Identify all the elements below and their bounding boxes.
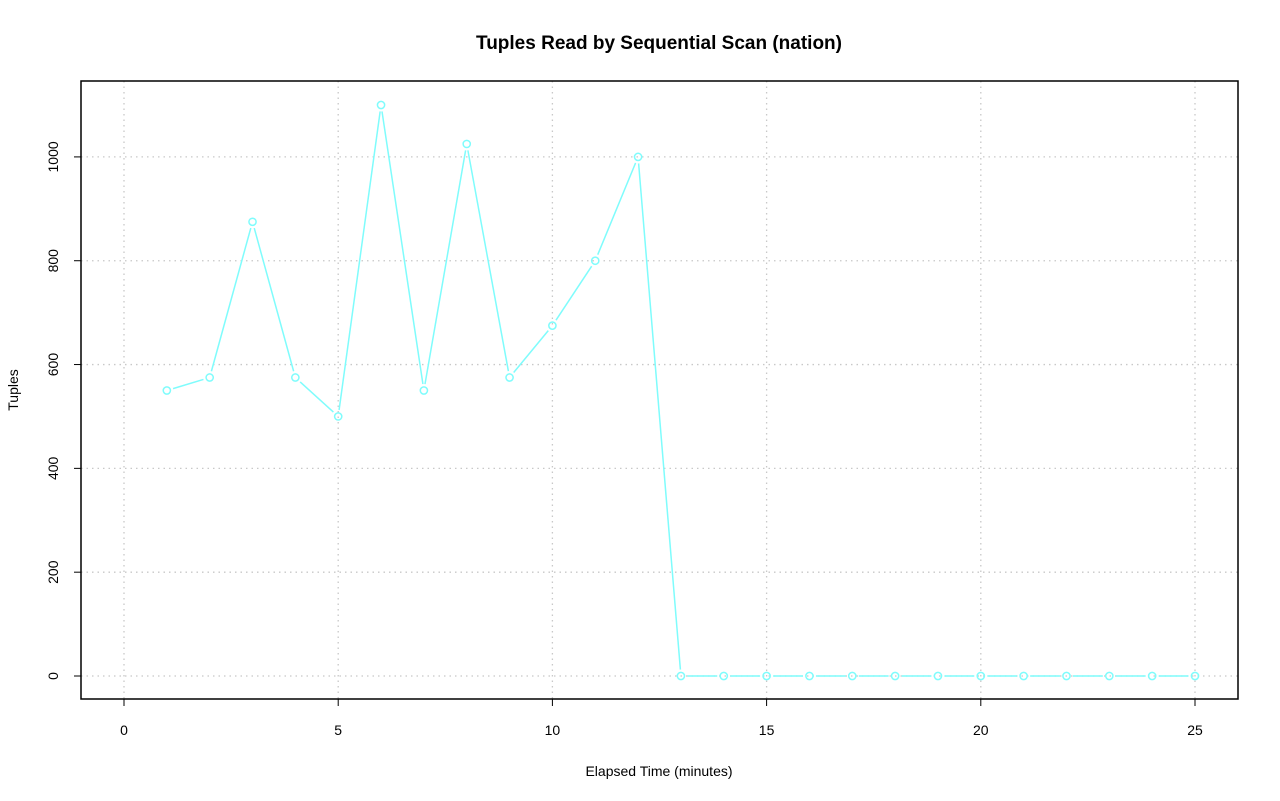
data-point bbox=[419, 386, 429, 395]
data-point bbox=[248, 217, 257, 227]
data-point bbox=[462, 139, 472, 149]
series-segment bbox=[338, 111, 381, 411]
x-tick-label: 10 bbox=[545, 722, 561, 738]
y-tick-label: 0 bbox=[45, 672, 61, 680]
x-tick-label: 25 bbox=[1187, 722, 1203, 738]
data-point bbox=[719, 671, 729, 681]
series-segment bbox=[253, 227, 295, 372]
data-point bbox=[162, 386, 172, 395]
data-point bbox=[590, 256, 600, 266]
x-axis: 0 5 10 15 20 25 bbox=[120, 698, 1203, 738]
y-tick-label: 1000 bbox=[45, 141, 61, 172]
series-segment bbox=[467, 150, 510, 372]
data-point bbox=[505, 373, 514, 382]
data-point bbox=[1019, 671, 1028, 681]
series-segment bbox=[513, 330, 549, 373]
series-segment bbox=[381, 111, 424, 385]
data-point bbox=[933, 671, 943, 681]
x-tick-label: 20 bbox=[973, 722, 989, 738]
data-point bbox=[890, 671, 900, 681]
x-axis-label: Elapsed Time (minutes) bbox=[585, 763, 732, 779]
series-segment bbox=[597, 162, 637, 256]
series-segment bbox=[424, 150, 467, 385]
data-point bbox=[1104, 671, 1114, 681]
series-segment bbox=[637, 163, 682, 670]
series-layer bbox=[162, 100, 1200, 681]
x-tick-label: 0 bbox=[120, 722, 128, 738]
data-point bbox=[1062, 671, 1071, 681]
x-tick-label: 15 bbox=[759, 722, 775, 738]
plot-frame bbox=[80, 80, 1239, 700]
data-point bbox=[676, 671, 686, 681]
series-segment bbox=[555, 265, 593, 321]
y-tick-label: 400 bbox=[45, 456, 61, 480]
y-tick-label: 600 bbox=[45, 353, 61, 377]
series-segment bbox=[210, 227, 252, 372]
series-segment bbox=[299, 381, 334, 413]
data-point bbox=[805, 671, 814, 681]
data-point bbox=[633, 152, 643, 162]
data-point bbox=[762, 671, 771, 681]
y-tick-label: 800 bbox=[45, 249, 61, 273]
data-point bbox=[376, 100, 386, 110]
y-axis-label: Tuples bbox=[5, 369, 21, 411]
data-point bbox=[548, 321, 557, 330]
data-point bbox=[205, 373, 215, 382]
data-point bbox=[291, 373, 300, 382]
x-tick-label: 5 bbox=[334, 722, 342, 738]
chart-title: Tuples Read by Sequential Scan (nation) bbox=[476, 33, 842, 54]
series-segment bbox=[172, 378, 204, 390]
grid-lines bbox=[81, 81, 1238, 699]
data-point bbox=[1147, 671, 1157, 681]
series-line bbox=[162, 100, 1200, 681]
data-point bbox=[333, 412, 343, 421]
y-axis: 0 200 400 600 800 1000 bbox=[45, 141, 82, 680]
data-point bbox=[1190, 671, 1200, 681]
y-tick-label: 200 bbox=[45, 560, 61, 584]
data-point bbox=[847, 671, 857, 681]
data-point bbox=[976, 671, 986, 681]
